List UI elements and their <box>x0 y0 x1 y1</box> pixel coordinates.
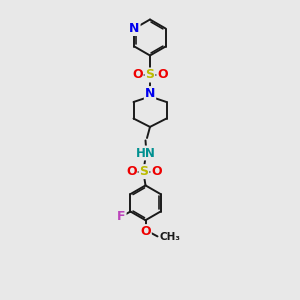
Text: S: S <box>146 68 154 82</box>
Text: F: F <box>117 210 126 223</box>
Text: N: N <box>129 22 140 35</box>
Text: N: N <box>145 87 155 100</box>
Text: O: O <box>151 165 162 178</box>
Text: S: S <box>140 165 148 178</box>
Text: O: O <box>157 68 168 82</box>
Text: O: O <box>126 165 137 178</box>
Text: O: O <box>132 68 143 82</box>
Text: O: O <box>140 225 151 238</box>
Text: HN: HN <box>136 146 155 160</box>
Text: CH₃: CH₃ <box>160 232 181 242</box>
